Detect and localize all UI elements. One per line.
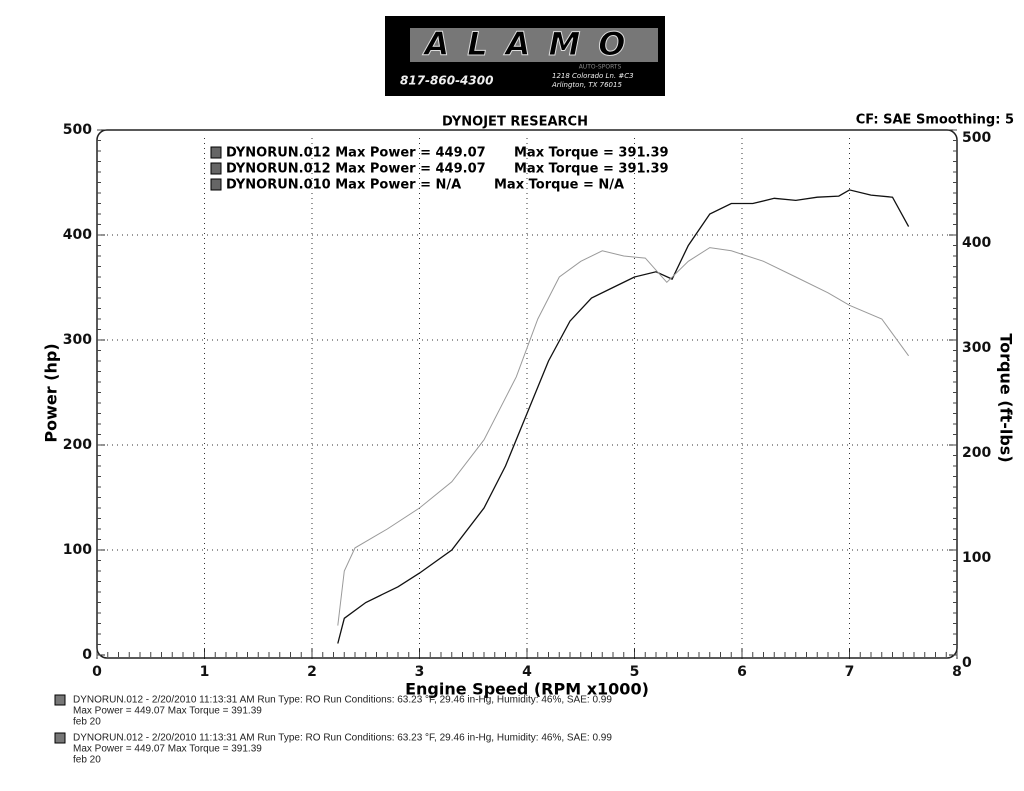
y-tick-label: 0 [82, 647, 92, 663]
footer-icon [54, 732, 66, 744]
footer-line: Max Power = 449.07 Max Torque = 391.39 [73, 706, 262, 717]
footer-icon [54, 694, 66, 706]
y-tick-label: 300 [63, 332, 92, 348]
x-tick-label: 7 [845, 664, 855, 680]
y2-tick-label: 400 [962, 235, 991, 251]
y2-tick-label: 100 [962, 550, 991, 566]
y2-tick-label: 300 [962, 340, 991, 356]
x-tick-label: 6 [737, 664, 747, 680]
y2-tick-label: 0 [962, 655, 972, 671]
legend-label: DYNORUN.012 Max Power = 449.07 [226, 146, 486, 161]
footer-line: feb 20 [73, 755, 101, 766]
x-tick-label: 8 [952, 664, 962, 680]
address: Arlington, TX 76015 [551, 81, 622, 89]
legend-icon [210, 146, 222, 159]
legend-torque: Max Torque = 391.39 [514, 162, 669, 177]
address: 1218 Colorado Ln. #C3 [552, 72, 634, 80]
legend-torque: Max Torque = N/A [494, 178, 624, 193]
x-tick-label: 3 [415, 664, 425, 680]
series-line [337, 247, 910, 626]
footer-line: DYNORUN.012 - 2/20/2010 11:13:31 AM Run … [73, 733, 612, 744]
y2-tick-label: 500 [962, 130, 991, 146]
logo-band [410, 28, 658, 62]
legend-label: DYNORUN.012 Max Power = 449.07 [226, 162, 486, 177]
y-tick-label: 200 [63, 437, 92, 453]
y-tick-label: 500 [63, 122, 92, 138]
x-axis-title: Engine Speed (RPM x1000) [405, 680, 649, 699]
y-axis-title: Power (hp) [42, 343, 61, 442]
y-tick-label: 400 [63, 227, 92, 243]
x-tick-label: 4 [522, 664, 532, 680]
x-tick-label: 5 [630, 664, 640, 680]
x-tick-label: 0 [92, 664, 102, 680]
x-tick-label: 2 [307, 664, 317, 680]
legend-label: DYNORUN.010 Max Power = N/A [226, 178, 461, 193]
y2-tick-label: 200 [962, 445, 991, 461]
footer-line: feb 20 [73, 717, 101, 728]
x-tick-label: 1 [200, 664, 210, 680]
y-tick-label: 100 [63, 542, 92, 558]
legend-torque: Max Torque = 391.39 [514, 146, 669, 161]
logo: ALAMO [422, 25, 644, 63]
legend-icon [210, 162, 222, 175]
logo-sub: AUTO-SPORTS [579, 64, 622, 71]
series-line [337, 189, 910, 644]
chart-title: DYNOJET RESEARCH [442, 115, 588, 130]
footer-line: Max Power = 449.07 Max Torque = 391.39 [73, 744, 262, 755]
phone: 817-860-4300 [400, 74, 493, 88]
footer-line: DYNORUN.012 - 2/20/2010 11:13:31 AM Run … [73, 695, 612, 706]
y2-axis-title: Torque (ft-lbs) [997, 333, 1016, 462]
legend-icon [210, 178, 222, 191]
chart-subtitle: CF: SAE Smoothing: 5 [856, 113, 1014, 128]
